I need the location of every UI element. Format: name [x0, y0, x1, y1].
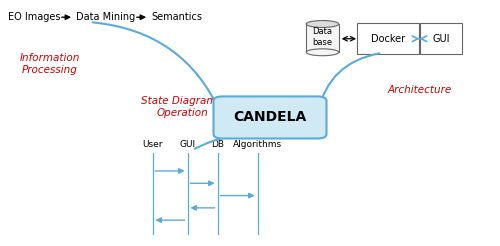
FancyBboxPatch shape	[356, 23, 419, 54]
Text: Docker: Docker	[370, 34, 405, 44]
Ellipse shape	[306, 49, 339, 56]
FancyBboxPatch shape	[214, 96, 326, 138]
Text: Semantics: Semantics	[151, 12, 202, 22]
Text: Algorithms: Algorithms	[233, 140, 282, 149]
Bar	[306, 24, 339, 52]
Text: EO Images: EO Images	[8, 12, 60, 22]
Text: Architecture: Architecture	[388, 85, 452, 95]
Text: GUI: GUI	[180, 140, 196, 149]
Text: DB: DB	[211, 140, 224, 149]
Text: State Diagram /
Operation: State Diagram / Operation	[142, 96, 224, 118]
Text: GUI: GUI	[432, 34, 450, 44]
Text: Data Mining: Data Mining	[76, 12, 135, 22]
Text: Information
Processing: Information Processing	[20, 53, 80, 75]
Text: Data
base: Data base	[312, 27, 332, 46]
Ellipse shape	[306, 21, 339, 27]
Text: CANDELA: CANDELA	[234, 110, 306, 124]
FancyBboxPatch shape	[420, 23, 463, 54]
Text: User: User	[142, 140, 163, 149]
